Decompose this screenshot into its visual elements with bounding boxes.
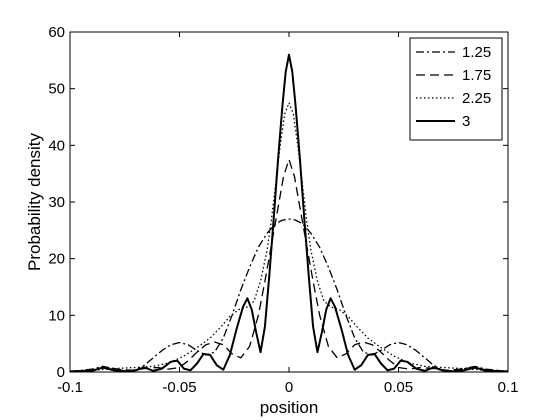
legend-box [409, 37, 503, 141]
y-tick-label: 0 [57, 364, 65, 381]
series-line-3 [69, 53, 509, 373]
x-tick-label: 0 [285, 379, 293, 396]
x-tick-label: 0.05 [384, 379, 413, 396]
series-line-2-25 [69, 102, 509, 373]
y-tick-label: 50 [48, 81, 65, 98]
x-tick-label: -0.05 [162, 379, 196, 396]
legend-label: 1.75 [462, 67, 491, 84]
x-axis-label: position [260, 398, 319, 417]
y-axis-ticks: 0 10 20 30 40 50 60 [48, 24, 508, 381]
y-tick-label: 10 [48, 307, 65, 324]
legend-label: 2.25 [462, 90, 491, 107]
x-axis-ticks: -0.1 -0.05 0 0.05 0.1 [57, 32, 518, 396]
series-layer [69, 53, 509, 373]
y-tick-label: 20 [48, 251, 65, 268]
y-tick-label: 60 [48, 24, 65, 41]
legend: 1.25 1.75 2.25 3 [409, 37, 503, 141]
legend-label: 1.25 [462, 44, 491, 61]
y-tick-label: 30 [48, 194, 65, 211]
series-line-1-25 [69, 218, 509, 373]
x-tick-label: 0.1 [498, 379, 519, 396]
series-line-1-75 [69, 158, 509, 373]
legend-label: 3 [462, 113, 470, 130]
y-axis-label: Probability density [25, 133, 44, 271]
x-tick-label: -0.1 [57, 379, 83, 396]
y-tick-label: 40 [48, 137, 65, 154]
